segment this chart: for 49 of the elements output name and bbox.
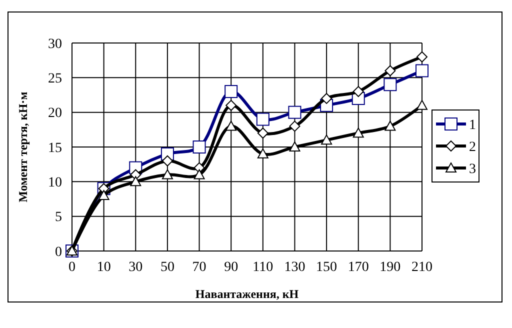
point bbox=[130, 176, 142, 186]
y-tick-label: 30 bbox=[48, 36, 62, 52]
point bbox=[98, 190, 110, 200]
point bbox=[226, 120, 237, 131]
point bbox=[321, 134, 332, 145]
point bbox=[194, 169, 205, 180]
x-tick-label: 130 bbox=[284, 260, 306, 275]
x-tick-label: 30 bbox=[128, 260, 143, 275]
point bbox=[416, 51, 428, 62]
point bbox=[289, 142, 300, 152]
point bbox=[384, 65, 396, 76]
y-axis-title: Момент тертя, кН·м bbox=[16, 92, 30, 202]
point bbox=[257, 128, 268, 139]
point bbox=[224, 85, 238, 98]
y-tick-label: 0 bbox=[55, 244, 62, 260]
y-tick-label: 20 bbox=[48, 106, 62, 122]
x-tick-label: 150 bbox=[316, 260, 338, 275]
x-tick-label: 210 bbox=[412, 260, 432, 275]
point bbox=[384, 120, 396, 131]
point bbox=[416, 100, 428, 110]
y-tick-label: 5 bbox=[55, 210, 62, 226]
x-tick-label: 170 bbox=[348, 260, 369, 275]
y-tick-label: 15 bbox=[48, 140, 62, 156]
legend-label: 2 bbox=[469, 140, 476, 155]
point bbox=[226, 100, 237, 111]
point bbox=[288, 106, 302, 119]
x-tick-label: 10 bbox=[96, 260, 111, 275]
point bbox=[416, 64, 428, 78]
y-tick-label: 25 bbox=[48, 72, 62, 87]
point bbox=[289, 120, 300, 132]
y-tick-label: 10 bbox=[48, 176, 62, 191]
legend-label: 1 bbox=[469, 118, 476, 133]
point bbox=[192, 140, 206, 154]
point bbox=[162, 155, 173, 166]
x-tick-label: 190 bbox=[380, 260, 401, 275]
point bbox=[257, 148, 268, 158]
x-tick-label: 90 bbox=[224, 260, 238, 275]
point bbox=[384, 78, 397, 92]
x-axis-title: Навантаження, кН bbox=[195, 287, 300, 301]
point bbox=[321, 92, 332, 104]
point bbox=[256, 112, 270, 126]
point bbox=[352, 86, 364, 98]
x-tick-label: 70 bbox=[192, 260, 206, 275]
legend-label: 3 bbox=[469, 162, 476, 177]
x-tick-label: 110 bbox=[252, 260, 274, 275]
point bbox=[352, 128, 364, 138]
x-tick-label: 0 bbox=[68, 260, 76, 275]
point bbox=[162, 169, 173, 180]
x-tick-label: 50 bbox=[160, 260, 174, 275]
